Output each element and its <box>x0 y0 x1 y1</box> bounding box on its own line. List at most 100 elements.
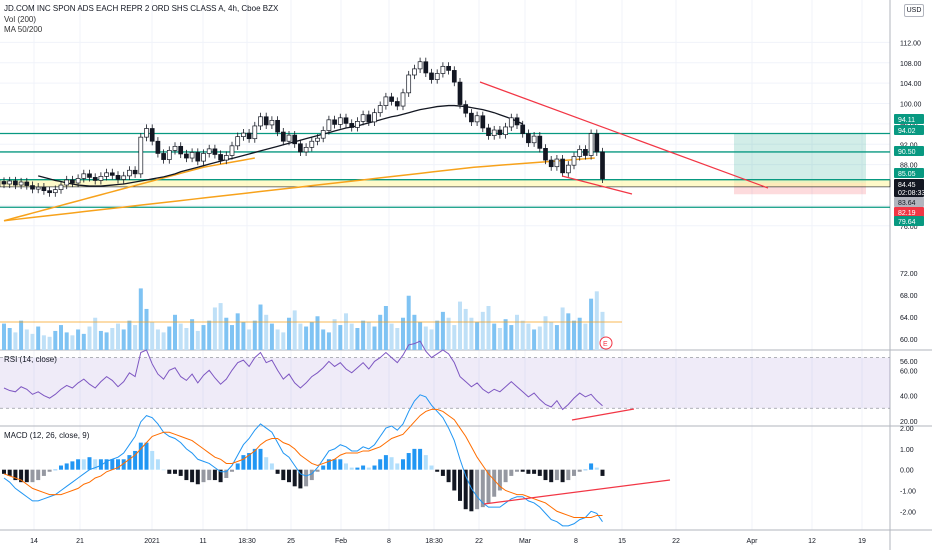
candle-body <box>537 135 543 149</box>
macd-axis-label: -1.00 <box>900 488 916 495</box>
price-label: 79.64 <box>898 219 916 226</box>
macd-histogram-bar <box>503 469 508 483</box>
ma-legend[interactable]: MA 50/200 <box>4 25 43 34</box>
volume-bar <box>577 317 582 350</box>
macd-axis-label: 0.00 <box>900 468 914 475</box>
time-tick-label: 21 <box>76 538 84 545</box>
macd-histogram-bar <box>36 469 41 481</box>
volume-bar <box>446 317 451 350</box>
volume-bar <box>554 325 559 350</box>
time-tick-label: Mar <box>519 538 532 545</box>
volume-bar <box>395 328 400 350</box>
candle-body <box>491 129 497 136</box>
volume-legend[interactable]: Vol (200) <box>4 15 37 24</box>
macd-histogram-bar <box>326 459 331 470</box>
candle-body <box>486 127 491 136</box>
volume-bar <box>344 313 348 350</box>
candle-body <box>377 105 383 114</box>
macd-histogram-bar <box>287 469 291 483</box>
macd-histogram-bar <box>492 469 497 497</box>
volume-bar <box>81 333 86 350</box>
volume-bar <box>64 332 69 350</box>
macd-histogram-bar <box>230 469 234 472</box>
candle-body <box>514 117 520 126</box>
candle-body <box>560 158 565 174</box>
macd-histogram-bar <box>572 469 576 476</box>
volume-bar <box>338 325 343 350</box>
candle-body <box>104 172 109 177</box>
price-label-bg <box>894 187 924 197</box>
macd-histogram-bar <box>281 469 286 481</box>
candle-body <box>263 116 269 126</box>
macd-histogram-bar <box>366 467 371 470</box>
candle-body <box>58 184 64 190</box>
candle-body <box>18 181 24 186</box>
macd-axis-label: 2.00 <box>900 426 914 433</box>
macd-histogram-bar <box>241 455 246 470</box>
volume-bar <box>235 313 240 350</box>
candle-body <box>132 169 138 175</box>
currency-badge[interactable]: USD <box>904 4 924 17</box>
macd-histogram-bar <box>138 442 143 470</box>
candle-body <box>212 148 218 155</box>
symbol-legend[interactable]: JD.COM INC SPON ADS EACH REPR 2 ORD SHS … <box>4 4 279 13</box>
candle-body <box>531 135 537 144</box>
candle-body <box>417 61 423 70</box>
macd-histogram-bar <box>150 450 155 470</box>
volume-bar <box>383 306 388 350</box>
candle-body <box>355 121 360 128</box>
rsi-legend: RSI (14, close) <box>4 355 57 364</box>
volume-bar <box>76 329 81 350</box>
macd-histogram-bar <box>98 459 103 470</box>
time-tick-label: 18:30 <box>425 538 443 545</box>
time-tick-label: 12 <box>808 538 816 545</box>
macd-histogram-bar <box>81 459 86 470</box>
volume-bar <box>572 320 576 350</box>
volume-bar <box>133 325 138 350</box>
candle-body <box>372 112 377 123</box>
candle-body <box>195 152 201 162</box>
macd-histogram-bar <box>207 469 212 481</box>
candle-body <box>246 132 252 140</box>
candle-body <box>92 177 98 181</box>
macd-histogram-bar <box>401 459 405 470</box>
macd-histogram-bar <box>144 442 149 470</box>
volume-bar <box>298 323 303 350</box>
macd-histogram-bar <box>24 469 29 483</box>
time-tick-label: 8 <box>574 538 578 545</box>
volume-bar <box>53 330 58 350</box>
stop-zone <box>734 182 866 195</box>
volume-bar <box>486 306 491 350</box>
candle-body <box>98 176 104 181</box>
macd-histogram-bar <box>554 469 559 481</box>
volume-bar <box>258 304 263 350</box>
macd-histogram-bar <box>532 469 537 474</box>
candle-body <box>349 123 355 128</box>
price-label: 90.50 <box>898 149 916 156</box>
macd-histogram-bar <box>298 469 303 489</box>
volume-bar <box>583 323 588 350</box>
macd-histogram-bar <box>76 459 81 470</box>
candle-body <box>241 132 246 137</box>
volume-axis-label: 64.00 <box>900 315 918 322</box>
volume-bar <box>355 328 360 350</box>
macd-histogram-bar <box>594 467 599 470</box>
macd-histogram-bar <box>475 469 480 510</box>
candle-body <box>446 65 451 71</box>
candle-body <box>315 137 320 142</box>
volume-bar <box>116 323 120 350</box>
candle-body <box>406 74 412 94</box>
candle-body <box>394 101 400 107</box>
macd-histogram-bar <box>429 465 434 470</box>
candle-body <box>178 145 184 155</box>
volume-bar <box>532 329 537 350</box>
time-tick-label: 15 <box>618 538 626 545</box>
macd-histogram-bar <box>127 455 132 470</box>
volume-bar <box>497 328 502 350</box>
volume-bar <box>127 320 132 350</box>
candle-body <box>548 159 554 168</box>
macd-histogram-bar <box>412 448 417 470</box>
volume-bar <box>549 322 554 350</box>
candle-body <box>172 145 178 151</box>
